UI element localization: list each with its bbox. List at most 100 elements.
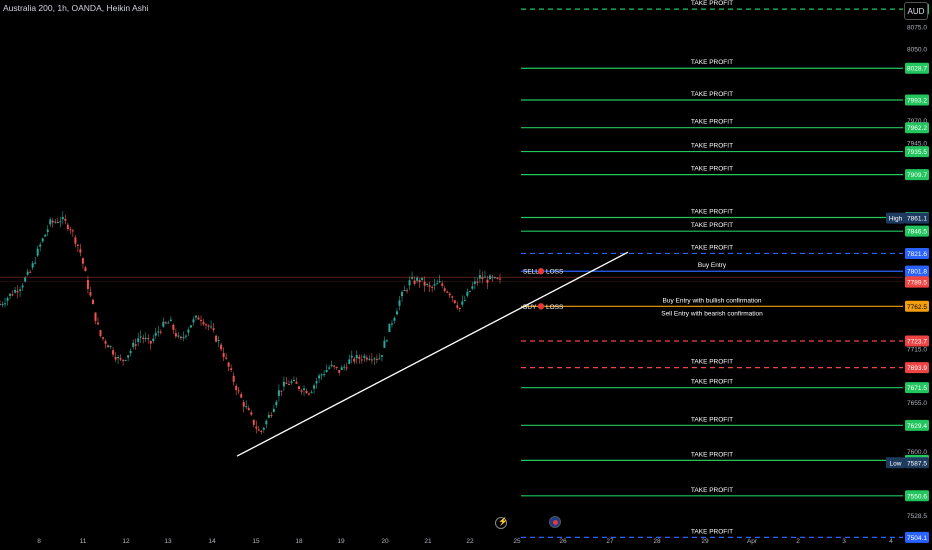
candle-body-54	[134, 344, 137, 346]
candle-body-95	[237, 390, 240, 392]
price-tag-bg-2	[905, 94, 929, 106]
x-tick-18: 3	[842, 538, 846, 545]
candles-layer	[0, 211, 501, 435]
candle-body-160	[401, 291, 404, 297]
candle-body-173	[433, 284, 436, 286]
markers-layer: SELL LOSS BUY LOSS	[523, 268, 564, 311]
extreme-tag-bg-0	[886, 212, 905, 224]
candle-body-148	[370, 359, 373, 361]
candle-body-8	[19, 289, 22, 291]
candle-body-86	[215, 335, 218, 342]
candle-body-144	[360, 359, 363, 361]
x-tick-14: 28	[653, 538, 661, 545]
marker-suffix-0: LOSS	[546, 269, 564, 276]
australia-flag-icon[interactable]	[549, 516, 561, 528]
axis-label-2: 7789.5	[907, 280, 927, 287]
level-label-18: TAKE PROFIT	[691, 528, 733, 535]
x-tick-3: 13	[164, 538, 172, 545]
candle-body-21	[51, 220, 54, 223]
candle-body-172	[431, 286, 434, 288]
price-tag-13: 7693.9	[907, 365, 927, 372]
candle-body-19	[46, 229, 49, 233]
candle-body-61	[152, 338, 155, 342]
level-label-5: TAKE PROFIT	[691, 166, 733, 173]
y-tick-5: 7655.0	[907, 400, 927, 407]
candle-body-164	[411, 277, 414, 279]
time-axis[interactable]: 8 11 12 13 14 15 18 19 20 21 22 25 26 27 28 29 Apr 2 3 4	[37, 538, 893, 545]
candle-body-24	[59, 221, 62, 223]
candle-body-183	[458, 307, 461, 309]
candle-body-31	[76, 244, 79, 246]
x-tick-19: 4	[889, 538, 893, 545]
candle-body-176	[441, 283, 444, 286]
price-tag-bg-10	[905, 300, 929, 312]
candle-body-169	[423, 281, 426, 286]
x-tick-4: 14	[208, 538, 216, 545]
currency-button[interactable]: AUD	[904, 2, 928, 20]
candle-body-93	[232, 375, 235, 382]
candle-body-199	[499, 278, 501, 280]
candle-body-109	[272, 408, 275, 412]
candle-body-157	[393, 317, 396, 321]
candle-body-50	[124, 359, 127, 361]
candle-body-66	[164, 322, 167, 324]
candle-body-184	[461, 301, 464, 305]
candle-body-82	[205, 324, 208, 326]
candle-body-187	[468, 291, 471, 293]
candle-body-120	[300, 390, 303, 392]
x-tick-2: 12	[122, 538, 130, 545]
candle-body-70	[174, 333, 177, 337]
y-tick-7: 7528.5	[907, 513, 927, 520]
lightning-icon[interactable]	[495, 517, 508, 529]
candle-body-88	[220, 344, 223, 350]
candle-body-182	[456, 305, 459, 308]
candle-body-35	[86, 280, 89, 289]
price-tag-17: 7550.6	[907, 493, 927, 500]
price-tag-bg-5	[905, 169, 929, 181]
candle-body-161	[403, 290, 406, 292]
y-tick-6: 7600.0	[907, 449, 927, 456]
candle-body-91	[227, 362, 230, 367]
candle-body-57	[142, 337, 145, 339]
candle-body-107	[267, 414, 270, 418]
price-tag-bg-8	[905, 247, 929, 259]
price-tag-2: 7993.2	[907, 97, 927, 104]
candle-body-20	[49, 219, 52, 225]
candle-body-138	[345, 367, 348, 369]
candle-body-197	[493, 277, 496, 279]
candle-body-118	[295, 381, 298, 384]
candle-body-139	[348, 359, 351, 364]
candle-body-34	[84, 267, 87, 272]
marker-suffix-1: LOSS	[546, 304, 564, 311]
candle-body-73	[182, 337, 185, 339]
price-tag-bg-12	[905, 335, 929, 347]
candle-body-151	[378, 358, 381, 360]
level-label-2: TAKE PROFIT	[691, 91, 733, 98]
candle-body-181	[453, 300, 456, 304]
price-axis[interactable]: 8094.88028.77993.27962.27935.57909.77861…	[886, 3, 929, 543]
candle-body-141	[353, 358, 356, 362]
candle-body-77	[192, 319, 195, 323]
price-tag-8: 7821.6	[907, 251, 927, 258]
candle-body-188	[471, 286, 474, 289]
candle-body-85	[212, 328, 215, 330]
level-label-16: TAKE PROFIT	[691, 451, 733, 458]
candle-body-152	[380, 355, 383, 357]
price-tag-bg-17	[905, 490, 929, 502]
level-label-13: TAKE PROFIT	[691, 359, 733, 366]
axis-label-bg-2	[905, 276, 929, 288]
candle-body-162	[406, 290, 409, 292]
marker-dot-1	[537, 303, 545, 310]
candle-body-125	[313, 385, 316, 389]
candle-body-142	[355, 354, 358, 359]
candle-body-108	[270, 415, 273, 417]
candle-body-23	[56, 222, 59, 224]
candle-body-55	[137, 338, 140, 343]
candle-body-103	[257, 429, 260, 431]
price-tag-bg-4	[905, 146, 929, 158]
candle-body-131	[328, 367, 331, 369]
candle-body-98	[245, 406, 248, 408]
candle-body-84	[210, 326, 213, 328]
candle-body-171	[428, 285, 431, 287]
